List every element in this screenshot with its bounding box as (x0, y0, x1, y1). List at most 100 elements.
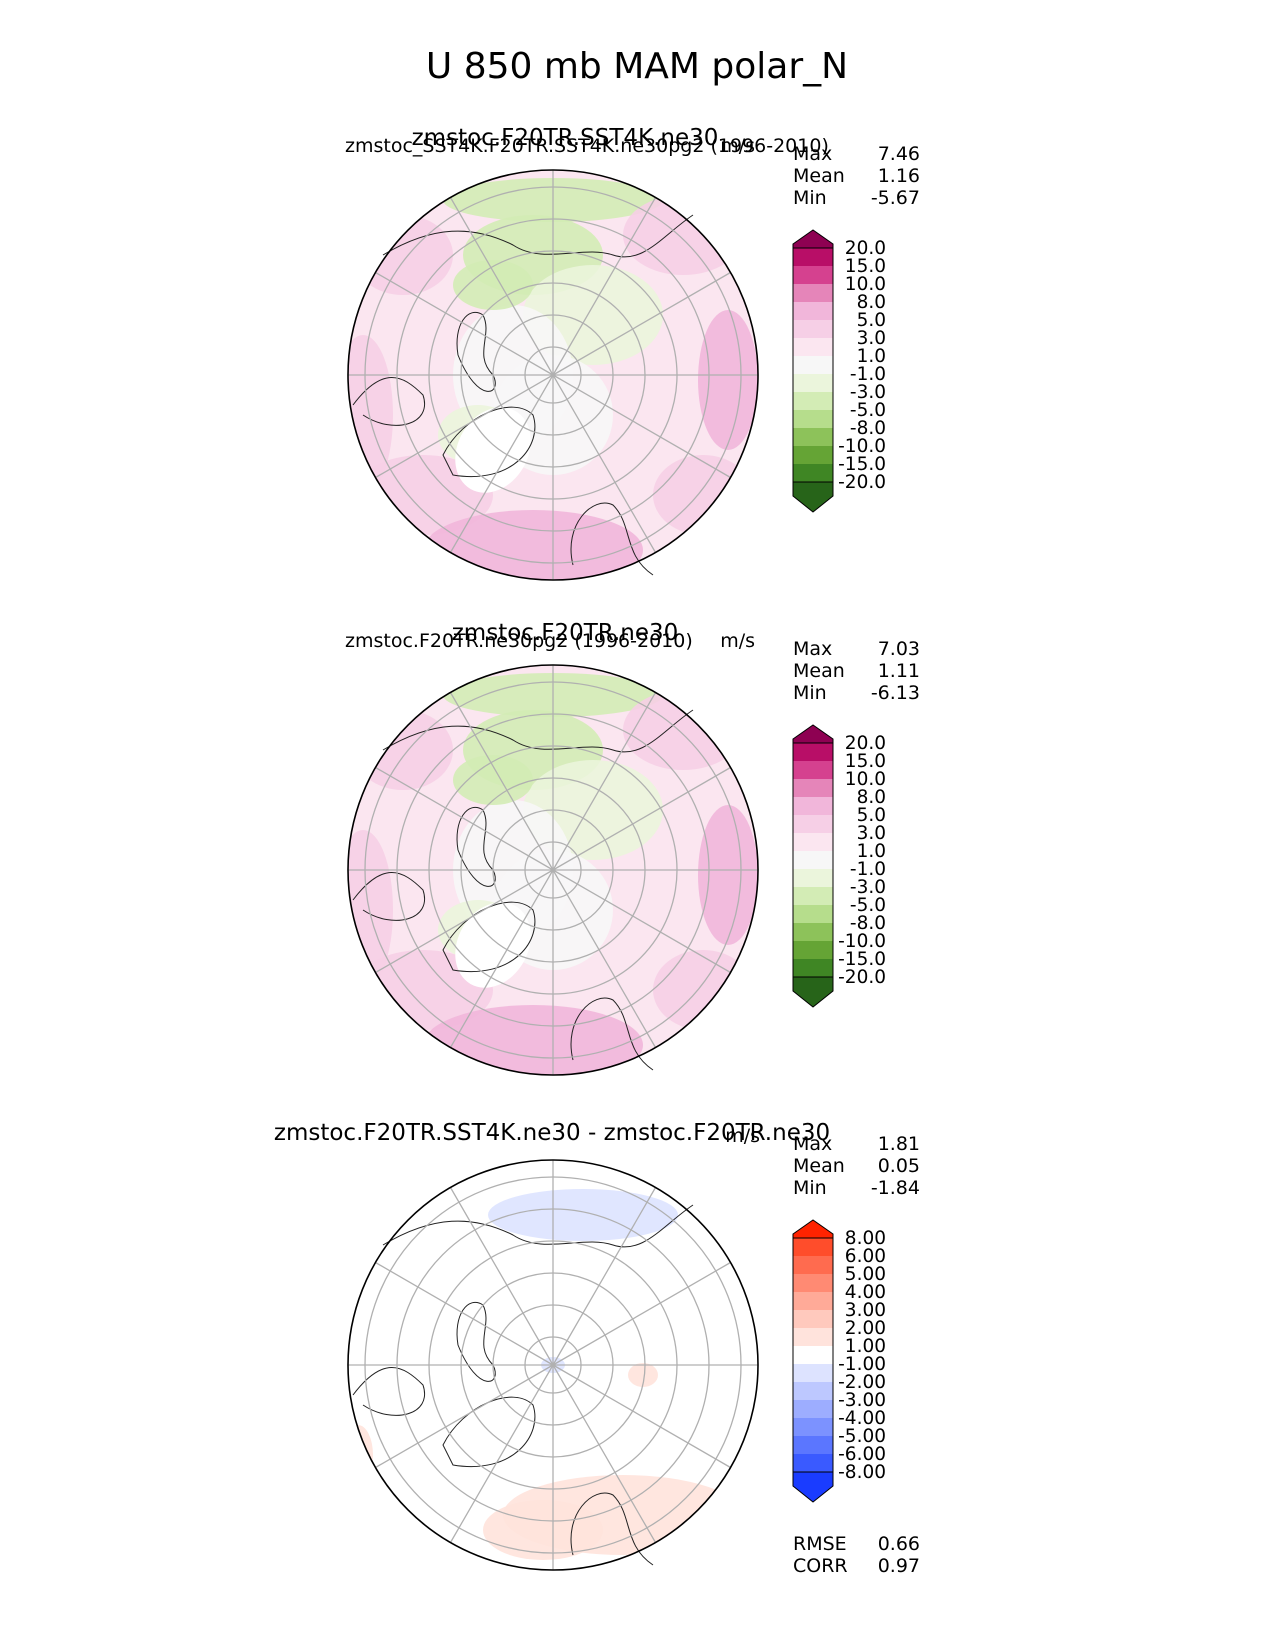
field-patch (453, 260, 533, 310)
coastline (352, 377, 426, 426)
field-patch (488, 1189, 678, 1241)
colorbar-tick-label: -3.0 (850, 382, 886, 403)
stat-label-max: Max (793, 143, 832, 165)
stat-value-min: -6.13 (871, 682, 920, 704)
colorbar-tick-label: 1.0 (857, 841, 886, 862)
panel-center-title: zmstoc.F20TR.SST4K.ne30 (412, 125, 719, 151)
panel-left-title: zmstoc.F20TR.ne30pg2 (1996-2010) (345, 630, 693, 652)
colorbar-segment (793, 356, 833, 374)
colorbar: 8.006.005.004.003.002.001.00-1.00-2.00-3… (792, 1219, 886, 1503)
coastline (456, 807, 496, 887)
meridian-line (449, 197, 554, 376)
colorbar-segment (793, 905, 833, 923)
colorbar-frame (792, 742, 834, 978)
stat-label-min: Min (793, 1177, 827, 1199)
colorbar-segment (793, 446, 833, 464)
coastline (456, 312, 496, 392)
meridian-line (375, 1261, 554, 1366)
figure-title: U 850 mb MAM polar_N (426, 46, 848, 87)
coastline (570, 502, 654, 576)
panel-2: zmstoc.F20TR.ne30pg2 (1996-2010)zmstoc.F… (345, 620, 920, 1076)
colorbar-segment (793, 1454, 833, 1472)
colorbar-segment (793, 779, 833, 797)
stat-value-corr: 0.97 (878, 1555, 920, 1577)
colorbar-tick-label: 3.0 (857, 823, 886, 844)
colorbar-segment (793, 302, 833, 320)
colorbar-segment (793, 1382, 833, 1400)
panel-units: m/s (725, 1125, 760, 1147)
meridian-line (552, 1364, 657, 1543)
colorbar-segment (793, 851, 833, 869)
colorbar-segment (793, 1274, 833, 1292)
coastlines (352, 709, 694, 1071)
meridian-line (552, 869, 731, 974)
stat-label-max: Max (793, 1133, 832, 1155)
polar-map (347, 169, 759, 581)
colorbar-tick-label: -5.0 (850, 895, 886, 916)
colorbar-extend-max (792, 724, 834, 744)
stat-label-min: Min (793, 187, 827, 209)
meridian-line (449, 692, 554, 871)
colorbar-tick-label: -1.0 (850, 859, 886, 880)
coastline (352, 872, 426, 921)
coastline (382, 1204, 694, 1248)
coastline (456, 1302, 496, 1382)
panel-center-title: zmstoc.F20TR.SST4K.ne30 - zmstoc.F20TR.n… (274, 1120, 830, 1146)
polar-map (347, 1159, 759, 1571)
colorbar-segment (793, 1436, 833, 1454)
colorbar-segment (793, 1328, 833, 1346)
colorbar-segment (793, 284, 833, 302)
colorbar-tick-label: 4.00 (845, 1282, 886, 1303)
meridian-line (375, 869, 554, 974)
colorbar-tick-label: -3.00 (838, 1390, 886, 1411)
colorbar-segment (793, 428, 833, 446)
colorbar-segment (793, 248, 833, 266)
graticule (348, 1160, 758, 1570)
colorbar-tick-label: -15.0 (838, 454, 886, 475)
colorbar-segment (793, 374, 833, 392)
meridian-line (552, 1261, 731, 1366)
colorbar: 20.015.010.08.05.03.01.0-1.0-3.0-5.0-8.0… (792, 724, 886, 1008)
colorbar-segment (793, 743, 833, 761)
panel-1: zmstoc_SST4K.F20TR.SST4K.ne30pg2 (1996-2… (345, 125, 920, 581)
meridian-line (552, 374, 731, 479)
colorbar-tick-label: 2.00 (845, 1318, 886, 1339)
colorbar-segment (793, 833, 833, 851)
colorbar-segment (793, 869, 833, 887)
meridian-line (375, 766, 554, 871)
field-patch (483, 1500, 603, 1560)
colorbar-frame (792, 247, 834, 483)
colorbar-segment (793, 797, 833, 815)
colorbar-tick-label: 3.00 (845, 1300, 886, 1321)
colorbar-segment (793, 923, 833, 941)
colorbar-extend-min (792, 976, 834, 1008)
meridian-line (449, 1187, 554, 1366)
map-boundary (347, 169, 759, 581)
stat-value-min: -5.67 (871, 187, 920, 209)
meridian-line (552, 197, 657, 376)
stat-label-mean: Mean (793, 165, 845, 187)
colorbar-segment (793, 1346, 833, 1364)
colorbar-tick-label: -5.0 (850, 400, 886, 421)
colorbar-tick-label: 1.00 (845, 1336, 886, 1357)
graticule (348, 170, 758, 580)
colorbar-tick-label: -10.0 (838, 931, 886, 952)
meridian-line (449, 1364, 554, 1543)
colorbar-extend-min (792, 1471, 834, 1503)
colorbar-segment (793, 1418, 833, 1436)
panel-left-title: zmstoc_SST4K.F20TR.SST4K.ne30pg2 (1996-2… (345, 135, 829, 157)
colorbar-segment (793, 266, 833, 284)
field-patch (698, 805, 758, 945)
colorbar-tick-label: 15.0 (845, 751, 886, 772)
colorbar-segment (793, 1364, 833, 1382)
colorbar-segment (793, 1400, 833, 1418)
colorbar-tick-label: -3.0 (850, 877, 886, 898)
meridian-line (552, 869, 657, 1048)
map-boundary (347, 664, 759, 1076)
meridian-line (552, 692, 657, 871)
colorbar-tick-label: -8.0 (850, 418, 886, 439)
meridian-line (552, 766, 731, 871)
stat-value-mean: 1.16 (878, 165, 920, 187)
colorbar-tick-label: -15.0 (838, 949, 886, 970)
colorbar-segment (793, 887, 833, 905)
